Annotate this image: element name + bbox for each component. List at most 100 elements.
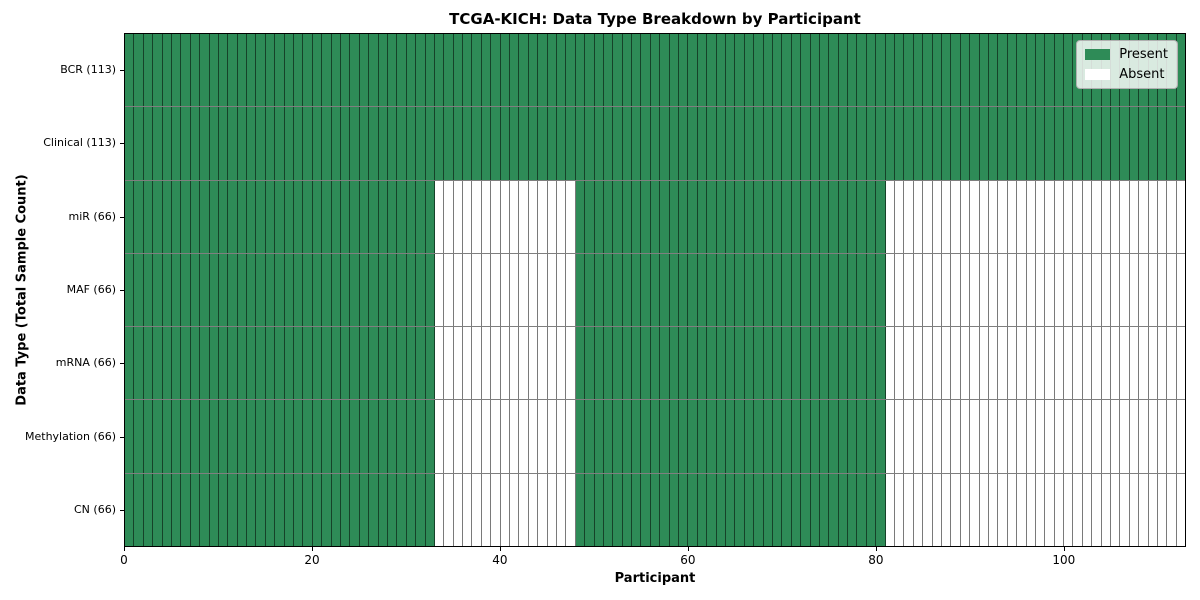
heatmap-cell: [679, 34, 689, 107]
heatmap-cell: [500, 107, 511, 180]
heatmap-cell: [707, 180, 717, 253]
heatmap-cell: [970, 327, 980, 400]
heatmap-cell: [810, 327, 820, 400]
heatmap-cell: [378, 34, 388, 107]
heatmap-cell: [791, 400, 802, 473]
heatmap-cell: [444, 473, 454, 546]
heatmap-cell: [1035, 180, 1046, 253]
heatmap-cell: [528, 253, 539, 327]
heatmap-cell: [970, 400, 980, 473]
heatmap-cell: [434, 473, 445, 546]
heatmap-cell: [848, 473, 858, 546]
heatmap-cell: [190, 327, 201, 400]
heatmap-cell: [960, 107, 971, 180]
heatmap-cell: [1054, 327, 1065, 400]
heatmap-cell: [528, 473, 539, 546]
heatmap-cell: [941, 473, 952, 546]
heatmap-cell: [848, 180, 858, 253]
heatmap-cell: [519, 180, 529, 253]
heatmap-cell: [650, 180, 661, 253]
heatmap-cell: [481, 180, 492, 253]
heatmap-cell: [1111, 400, 1121, 473]
heatmap-cell: [669, 107, 680, 180]
heatmap-cell: [153, 107, 163, 180]
heatmap-cell: [585, 107, 595, 180]
heatmap-cell: [209, 253, 219, 327]
heatmap-cell: [1007, 107, 1018, 180]
heatmap-cell: [340, 400, 351, 473]
heatmap-cell: [613, 400, 623, 473]
heatmap-cell: [1092, 400, 1102, 473]
heatmap-cell: [1129, 473, 1140, 546]
heatmap-cell: [1111, 180, 1121, 253]
heatmap-cell: [650, 473, 661, 546]
heatmap-cell: [876, 180, 886, 253]
heatmap-cell: [932, 180, 942, 253]
heatmap-cell: [735, 253, 745, 327]
heatmap-cell: [434, 34, 445, 107]
heatmap-cell: [416, 253, 426, 327]
heatmap-cell: [895, 473, 905, 546]
heatmap-cell: [585, 34, 595, 107]
heatmap-cell: [444, 34, 454, 107]
heatmap-cell: [218, 34, 229, 107]
x-tick-label: 80: [868, 553, 884, 567]
heatmap-cell: [641, 327, 651, 400]
heatmap-cell: [632, 400, 642, 473]
heatmap-cell: [876, 253, 886, 327]
heatmap-cell: [171, 180, 182, 253]
heatmap-cell: [162, 327, 172, 400]
heatmap-cell: [838, 107, 849, 180]
heatmap-cell: [979, 34, 989, 107]
heatmap-cell: [810, 253, 820, 327]
heatmap-cell: [819, 107, 830, 180]
heatmap-cell: [603, 253, 614, 327]
heatmap-cell: [1139, 473, 1149, 546]
heatmap-cell: [735, 327, 745, 400]
y-tick-label: MAF (66): [66, 283, 116, 296]
heatmap-cell: [247, 180, 257, 253]
heatmap-cell: [1035, 327, 1046, 400]
heatmap-cell: [782, 473, 792, 546]
heatmap-cell: [1045, 253, 1055, 327]
heatmap-cell: [838, 34, 849, 107]
heatmap-cell: [1157, 180, 1168, 253]
heatmap-cell: [772, 253, 783, 327]
heatmap-cell: [303, 473, 313, 546]
heatmap-cell: [416, 473, 426, 546]
heatmap-cell: [838, 253, 849, 327]
x-tick-label: 60: [680, 553, 696, 567]
heatmap-cell: [331, 34, 341, 107]
heatmap-cell: [697, 400, 708, 473]
heatmap-cell: [453, 327, 464, 400]
heatmap-cell: [688, 180, 698, 253]
absent-swatch-icon: [1085, 69, 1111, 80]
heatmap-cell: [566, 34, 576, 107]
x-tick-label: 100: [1052, 553, 1076, 567]
heatmap-cell: [284, 327, 295, 400]
heatmap-cell: [247, 473, 257, 546]
heatmap-cell: [190, 253, 201, 327]
x-tick-label: 40: [492, 553, 508, 567]
heatmap-cell: [791, 473, 802, 546]
heatmap-cell: [453, 400, 464, 473]
heatmap-cell: [200, 34, 210, 107]
heatmap-cell: [895, 327, 905, 400]
heatmap-cell: [1017, 107, 1027, 180]
heatmap-cell: [444, 327, 454, 400]
heatmap-cell: [416, 180, 426, 253]
heatmap-cell: [866, 473, 877, 546]
heatmap-cell: [866, 34, 877, 107]
heatmap-cell: [1139, 107, 1149, 180]
heatmap-cell: [988, 34, 999, 107]
heatmap-cell: [294, 34, 304, 107]
heatmap-cell: [763, 253, 773, 327]
heatmap-cell: [359, 327, 370, 400]
heatmap-cell: [594, 107, 604, 180]
heatmap-cell: [500, 180, 511, 253]
heatmap-cell: [397, 400, 407, 473]
heatmap-cell: [979, 327, 989, 400]
plot-area: Present Absent: [124, 33, 1186, 547]
heatmap-cell: [369, 34, 379, 107]
heatmap-cell: [209, 327, 219, 400]
